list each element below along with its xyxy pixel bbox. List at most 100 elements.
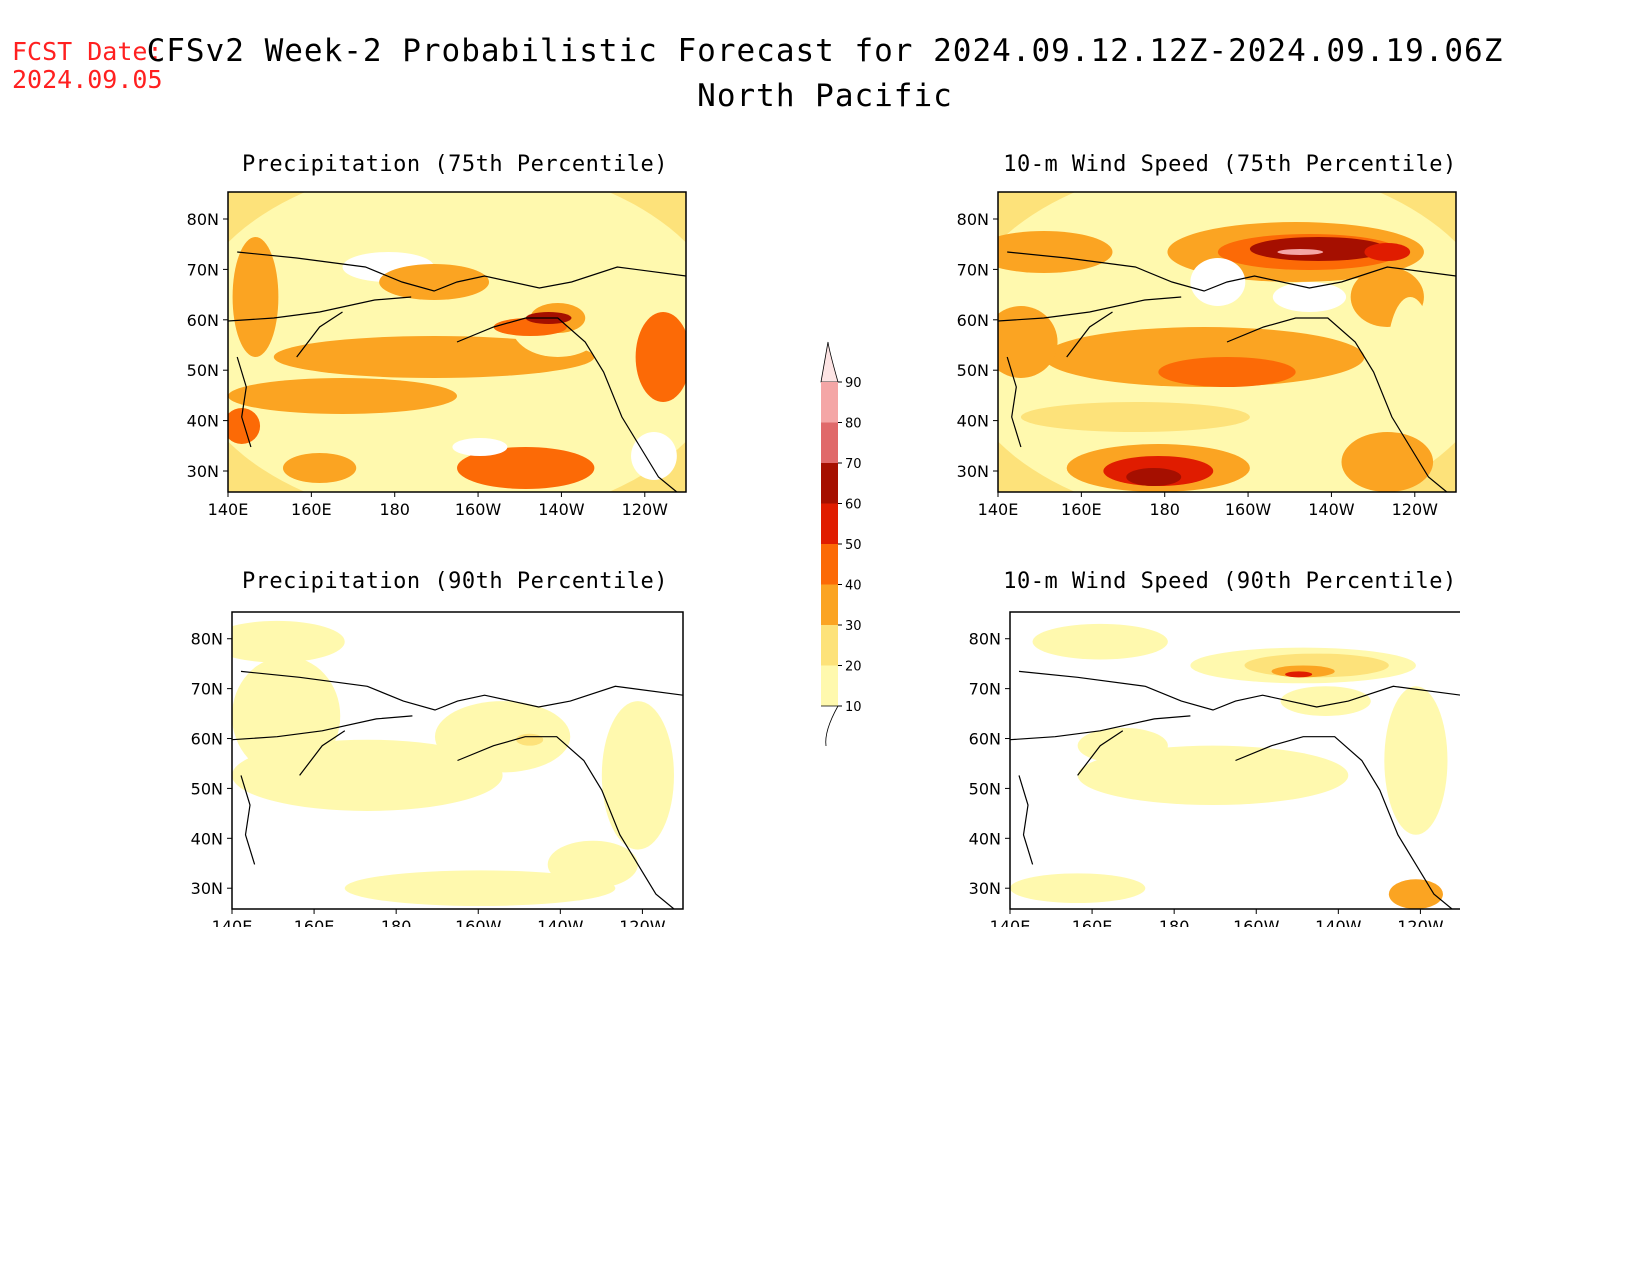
- map-panel-wind75: 80N 70N 60N 50N 40N 30N 140E 160E 180 160W 140W 120…: [957, 191, 1457, 519]
- map-frame: [997, 191, 1457, 493]
- lat-tick-label: 50N: [957, 361, 989, 380]
- coastline: [456, 317, 678, 492]
- coastline: [232, 715, 413, 741]
- lat-tick-label: 40N: [191, 829, 223, 848]
- lon-tick-label: 180: [379, 500, 410, 519]
- colorbar-label: 70: [845, 457, 862, 472]
- coastline: [1226, 317, 1448, 492]
- coastline: [1006, 356, 1022, 448]
- colorbar-swatch: [821, 625, 838, 666]
- lon-tick-label: 140E: [208, 500, 249, 519]
- probability-shading: [1077, 727, 1168, 764]
- lat-tick-label: 60N: [957, 311, 989, 330]
- lat-tick-label: 60N: [969, 730, 1001, 749]
- lon-tick-label: 160W: [1225, 500, 1272, 519]
- map-frame: [227, 191, 687, 493]
- main-title: CFSv2 Week-2 Probabilistic Forecast for …: [146, 33, 1504, 69]
- coastline: [1007, 251, 1456, 292]
- lat-tick-label: 30N: [957, 462, 989, 481]
- coastline: [1018, 775, 1034, 865]
- probability-shading: [228, 378, 457, 414]
- probability-shading: [547, 840, 638, 889]
- colorbar-swatch: [821, 422, 838, 463]
- lon-tick-label: 120W: [1397, 917, 1444, 927]
- probability-shading: [998, 231, 1113, 273]
- lat-tick-label: 40N: [957, 412, 989, 431]
- colorbar-label: 50: [845, 538, 862, 553]
- probability-shading: [516, 733, 544, 746]
- colorbar: 10 20 30 40 50 60 70 80 90: [820, 341, 862, 747]
- fcst-label: FCST Date:: [12, 37, 163, 66]
- coastline: [299, 730, 346, 776]
- probability-shading: [1280, 686, 1371, 716]
- lon-tick-label: 140E: [990, 917, 1031, 927]
- coastline: [1018, 670, 1460, 711]
- lat-tick-label: 80N: [187, 210, 219, 229]
- map-panel-precip75: 80N 70N 60N 50N 40N 30N 140E 160E 180 160W 140W 120…: [187, 191, 687, 519]
- lat-tick-label: 50N: [969, 779, 1001, 798]
- lat-tick-label: 30N: [187, 462, 219, 481]
- lon-tick-label: 180: [381, 917, 412, 927]
- probability-shading: [379, 264, 490, 300]
- lon-tick-label: 160E: [1061, 500, 1102, 519]
- colorbar-swatch: [821, 665, 838, 706]
- probability-shading: [635, 312, 686, 402]
- lat-tick-label: 70N: [957, 260, 989, 279]
- colorbar-swatch: [821, 503, 838, 544]
- lat-tick-label: 50N: [187, 361, 219, 380]
- probability-shading: [1190, 258, 1246, 306]
- lat-tick-label: 30N: [969, 879, 1001, 898]
- coastline: [1077, 730, 1124, 776]
- colorbar-swatch: [821, 463, 838, 504]
- forecast-date-label: FCST Date: 2024.09.05: [12, 38, 163, 94]
- lat-tick-label: 70N: [969, 680, 1001, 699]
- probability-shading: [434, 701, 571, 773]
- probability-shading: [273, 336, 595, 378]
- probability-shading: [1126, 468, 1182, 486]
- probability-shading: [1158, 357, 1296, 387]
- probability-shading: [344, 870, 616, 907]
- lon-tick-label: 140E: [212, 917, 253, 927]
- lat-tick-label: 40N: [969, 829, 1001, 848]
- lat-tick-label: 70N: [187, 260, 219, 279]
- probability-shading: [1249, 237, 1388, 261]
- lon-tick-label: 180: [1149, 500, 1180, 519]
- lon-tick-label: 180: [1159, 917, 1190, 927]
- lat-tick-label: 80N: [969, 630, 1001, 649]
- probability-shading: [1285, 671, 1313, 678]
- coastline: [1066, 311, 1113, 358]
- map-frame: [1009, 611, 1460, 910]
- coastline: [240, 670, 683, 711]
- probability-shading: [998, 306, 1058, 378]
- probability-shading: [232, 237, 279, 357]
- lon-tick-label: 140W: [1315, 917, 1362, 927]
- map-panel-precip90: 80N 70N 60N 50N 40N 30N 140E 160E 180 160W 140W 120…: [191, 611, 684, 927]
- probability-shading: [1277, 249, 1324, 255]
- colorbar-swatch: [821, 544, 838, 585]
- colorbar-label: 40: [845, 579, 862, 594]
- colorbar-label: 80: [845, 417, 862, 432]
- probability-shading: [1384, 686, 1448, 835]
- lon-tick-label: 140E: [978, 500, 1019, 519]
- lon-tick-label: 160W: [455, 917, 502, 927]
- lat-tick-label: 40N: [187, 412, 219, 431]
- lat-tick-label: 70N: [191, 680, 223, 699]
- lon-tick-label: 160E: [1072, 917, 1113, 927]
- lon-tick-label: 120W: [1392, 500, 1439, 519]
- coastline: [457, 736, 675, 909]
- probability-shading: [282, 453, 357, 483]
- colorbar-label: 60: [845, 498, 862, 513]
- lon-tick-label: 160W: [1233, 917, 1280, 927]
- colorbar-label: 90: [845, 376, 862, 391]
- colorbar-swatch: [821, 584, 838, 625]
- lon-tick-label: 140W: [538, 500, 585, 519]
- probability-shading: [264, 204, 375, 240]
- probability-shading: [1020, 402, 1250, 432]
- colorbar-swatch: [821, 382, 838, 423]
- lon-tick-label: 140W: [1308, 500, 1355, 519]
- panel-title-precip75: Precipitation (75th Percentile): [241, 152, 669, 177]
- lon-tick-label: 160W: [455, 500, 502, 519]
- lon-tick-label: 160E: [291, 500, 332, 519]
- colorbar-cap-bottom: [821, 705, 839, 747]
- probability-shading: [457, 447, 595, 489]
